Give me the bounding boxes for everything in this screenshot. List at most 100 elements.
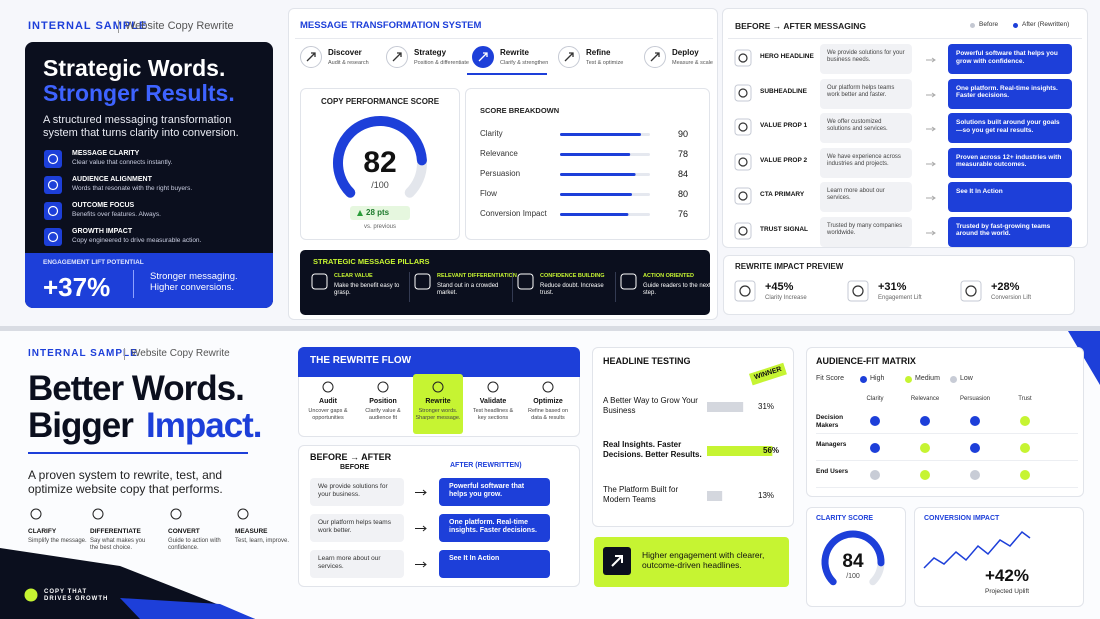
graphic — [970, 23, 975, 28]
item-text: Simplify the message. — [28, 538, 87, 544]
item-text: Guide to action with confidence. — [168, 538, 221, 552]
headline-card — [592, 347, 794, 527]
legend-label: Low — [960, 375, 973, 382]
headline-text: A Better Way to Grow Your Business — [603, 396, 698, 415]
legend-label: Medium — [915, 375, 940, 382]
row-rule — [816, 487, 1078, 488]
item-icon — [170, 508, 182, 520]
fit-dot — [1020, 443, 1030, 453]
bar — [560, 153, 631, 156]
score-title: COPY PERFORMANCE SCORE — [320, 97, 440, 106]
graphic — [432, 381, 444, 393]
item-icon — [92, 508, 104, 520]
flow-step-text: Stronger words. Sharper message. — [415, 408, 461, 421]
bar — [707, 491, 723, 501]
graphic — [926, 230, 936, 235]
step-text: Position & differentiate — [414, 60, 469, 66]
breakdown-label: Clarity — [480, 129, 503, 138]
icon-glyph — [738, 87, 748, 98]
icon-glyph — [738, 122, 748, 132]
graphic — [44, 202, 62, 220]
rule — [728, 38, 1082, 39]
flow-icon — [377, 381, 389, 393]
badge: COPY THAT DRIVES GROWTH — [44, 589, 109, 603]
fit-dot — [920, 470, 930, 480]
legend-title: Fit Score — [816, 375, 845, 382]
bar — [560, 133, 641, 136]
score-max: /100 — [371, 180, 389, 190]
graphic — [923, 530, 1031, 569]
before-text: We offer customized solutions and servic… — [820, 113, 912, 143]
item-title: DIFFERENTIATE — [90, 528, 141, 535]
flow-step-text: Test headlines & key sections — [472, 408, 514, 421]
icon — [734, 118, 752, 136]
step-title: Deploy — [672, 48, 699, 57]
item-text: Test, learn, improve. — [235, 538, 290, 544]
breakdown-value: 84 — [678, 169, 689, 179]
item-text: Say what makes you the best choice. — [90, 538, 146, 552]
graphic — [414, 273, 431, 290]
impact-label: Clarity Increase — [765, 295, 807, 301]
row-label: CTA PRIMARY — [760, 191, 805, 198]
graphic — [386, 46, 408, 68]
column-label: Trust — [1018, 396, 1032, 402]
lift-value: +37% — [43, 272, 111, 302]
fit-dot — [870, 470, 880, 480]
graphic — [30, 508, 42, 520]
conversion-label: Projected Uplift — [985, 588, 1030, 595]
arrow — [926, 161, 936, 166]
graphic — [734, 84, 752, 101]
arrow — [926, 230, 936, 235]
item-icon — [30, 508, 42, 520]
item-title: CLARIFY — [28, 528, 57, 535]
pillar-icon — [414, 273, 431, 290]
graphic — [860, 376, 867, 383]
header-sub: Website Copy Rewrite — [118, 20, 234, 34]
before-text: We provide solutions for your business. — [310, 478, 404, 506]
step-title: Strategy — [414, 48, 447, 57]
icon-glyph — [965, 285, 977, 297]
icon-glyph — [47, 179, 59, 191]
pillar-icon — [620, 273, 637, 290]
feature-title: AUDIENCE ALIGNMENT — [72, 176, 152, 183]
badge-icon — [24, 588, 38, 602]
icon — [44, 228, 62, 246]
before-text: Learn more about our services. — [310, 550, 404, 578]
after-text: Proven across 12+ industries with measur… — [948, 147, 1072, 178]
impact-card — [723, 255, 1075, 315]
icon — [44, 150, 62, 168]
arrow — [415, 489, 427, 496]
flow-step-text: Uncover gaps & opportunities — [308, 408, 348, 421]
section-title: CLARITY SCORE — [816, 515, 874, 522]
divider — [0, 326, 1100, 331]
icon-glyph — [738, 53, 748, 63]
flow-step-text: Clarify value & audience fit — [365, 408, 401, 421]
item-title: CONVERT — [168, 528, 200, 535]
graphic — [620, 273, 637, 290]
graphic — [311, 273, 328, 290]
hero-title: Strategic Words. — [43, 55, 226, 81]
flow-icon — [542, 381, 554, 393]
fit-dot — [870, 416, 880, 426]
conversion-value: +42% — [985, 566, 1029, 585]
graphic — [926, 195, 936, 201]
feature-text: Words that resonate with the right buyer… — [72, 185, 193, 192]
row-label: HERO HEADLINE — [760, 53, 814, 60]
graphic — [734, 118, 752, 136]
score-value: 82 — [363, 146, 397, 179]
pillar-text: Guide readers to the next step. — [643, 283, 711, 297]
graphic — [734, 49, 752, 67]
active-step — [413, 374, 463, 434]
before-text: Trusted by many companies worldwide. — [820, 216, 912, 247]
step-title: Rewrite — [500, 48, 529, 57]
icon — [734, 84, 752, 101]
icon-glyph — [852, 285, 864, 297]
flow-step-title: Position — [369, 398, 397, 405]
section-title: HEADLINE TESTING — [603, 356, 691, 366]
graphic — [357, 210, 363, 216]
matrix-card — [806, 347, 1084, 497]
flow-title: THE REWRITE FLOW — [310, 355, 412, 366]
fit-dot — [970, 470, 980, 480]
graphic — [472, 46, 494, 68]
